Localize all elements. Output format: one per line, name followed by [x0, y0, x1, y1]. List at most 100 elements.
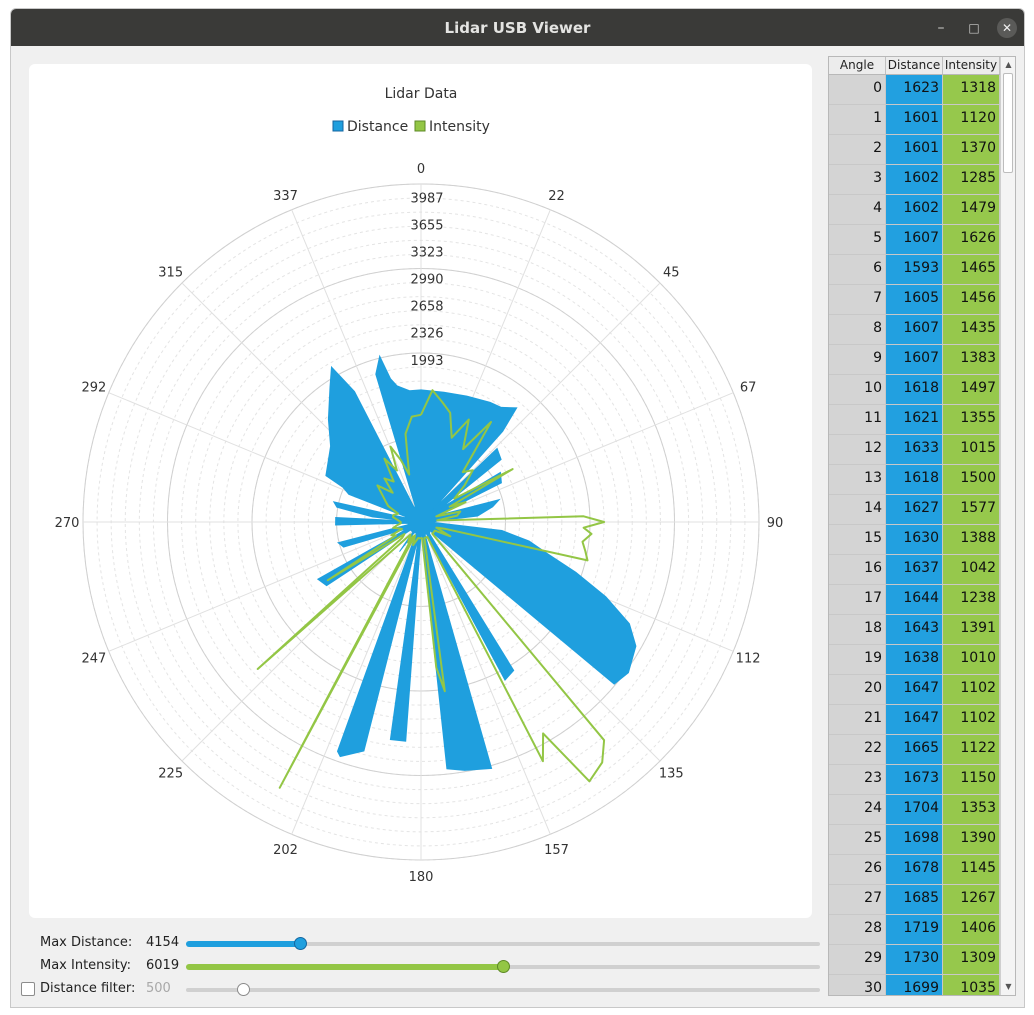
cell-distance[interactable]: 1673: [886, 765, 943, 795]
cell-distance[interactable]: 1638: [886, 645, 943, 675]
cell-intensity[interactable]: 1435: [943, 315, 1000, 345]
cell-distance[interactable]: 1607: [886, 225, 943, 255]
table-row[interactable]: 29 1730 1309: [829, 945, 1000, 975]
table-row[interactable]: 11 1621 1355: [829, 405, 1000, 435]
cell-angle[interactable]: 13: [829, 465, 886, 495]
cell-distance[interactable]: 1685: [886, 885, 943, 915]
cell-angle[interactable]: 27: [829, 885, 886, 915]
cell-intensity[interactable]: 1388: [943, 525, 1000, 555]
table-row[interactable]: 6 1593 1465: [829, 255, 1000, 285]
cell-angle[interactable]: 0: [829, 75, 886, 105]
cell-intensity[interactable]: 1145: [943, 855, 1000, 885]
max-distance-slider[interactable]: [186, 942, 820, 946]
cell-distance[interactable]: 1644: [886, 585, 943, 615]
cell-angle[interactable]: 15: [829, 525, 886, 555]
table-row[interactable]: 3 1602 1285: [829, 165, 1000, 195]
table-row[interactable]: 7 1605 1456: [829, 285, 1000, 315]
cell-distance[interactable]: 1618: [886, 375, 943, 405]
cell-intensity[interactable]: 1500: [943, 465, 1000, 495]
scroll-up-icon[interactable]: ▲: [1005, 60, 1012, 69]
table-row[interactable]: 15 1630 1388: [829, 525, 1000, 555]
maximize-button[interactable]: □: [961, 9, 987, 46]
cell-intensity[interactable]: 1267: [943, 885, 1000, 915]
cell-angle[interactable]: 21: [829, 705, 886, 735]
cell-angle[interactable]: 16: [829, 555, 886, 585]
table-row[interactable]: 16 1637 1042: [829, 555, 1000, 585]
cell-intensity[interactable]: 1383: [943, 345, 1000, 375]
cell-angle[interactable]: 3: [829, 165, 886, 195]
cell-distance[interactable]: 1665: [886, 735, 943, 765]
cell-angle[interactable]: 9: [829, 345, 886, 375]
cell-angle[interactable]: 18: [829, 615, 886, 645]
cell-intensity[interactable]: 1010: [943, 645, 1000, 675]
cell-distance[interactable]: 1730: [886, 945, 943, 975]
cell-intensity[interactable]: 1391: [943, 615, 1000, 645]
distance-filter-slider-handle[interactable]: [237, 983, 251, 996]
table-row[interactable]: 5 1607 1626: [829, 225, 1000, 255]
table-row[interactable]: 26 1678 1145: [829, 855, 1000, 885]
cell-distance[interactable]: 1678: [886, 855, 943, 885]
cell-angle[interactable]: 11: [829, 405, 886, 435]
cell-distance[interactable]: 1621: [886, 405, 943, 435]
column-header-distance[interactable]: Distance: [886, 57, 943, 74]
cell-intensity[interactable]: 1626: [943, 225, 1000, 255]
cell-angle[interactable]: 10: [829, 375, 886, 405]
cell-intensity[interactable]: 1465: [943, 255, 1000, 285]
cell-distance[interactable]: 1627: [886, 495, 943, 525]
column-header-intensity[interactable]: Intensity: [943, 57, 1000, 74]
cell-distance[interactable]: 1607: [886, 345, 943, 375]
cell-intensity[interactable]: 1238: [943, 585, 1000, 615]
table-row[interactable]: 23 1673 1150: [829, 765, 1000, 795]
cell-angle[interactable]: 26: [829, 855, 886, 885]
table-row[interactable]: 28 1719 1406: [829, 915, 1000, 945]
cell-intensity[interactable]: 1479: [943, 195, 1000, 225]
cell-angle[interactable]: 1: [829, 105, 886, 135]
cell-distance[interactable]: 1605: [886, 285, 943, 315]
cell-intensity[interactable]: 1122: [943, 735, 1000, 765]
cell-intensity[interactable]: 1035: [943, 975, 1000, 995]
cell-angle[interactable]: 25: [829, 825, 886, 855]
cell-angle[interactable]: 5: [829, 225, 886, 255]
table-row[interactable]: 8 1607 1435: [829, 315, 1000, 345]
cell-distance[interactable]: 1698: [886, 825, 943, 855]
cell-angle[interactable]: 7: [829, 285, 886, 315]
cell-intensity[interactable]: 1102: [943, 705, 1000, 735]
table-scrollbar[interactable]: ▲ ▼: [1000, 57, 1015, 995]
cell-angle[interactable]: 6: [829, 255, 886, 285]
table-row[interactable]: 10 1618 1497: [829, 375, 1000, 405]
cell-distance[interactable]: 1647: [886, 675, 943, 705]
scroll-down-icon[interactable]: ▼: [1005, 982, 1012, 991]
table-row[interactable]: 0 1623 1318: [829, 75, 1000, 105]
cell-intensity[interactable]: 1285: [943, 165, 1000, 195]
table-row[interactable]: 9 1607 1383: [829, 345, 1000, 375]
cell-intensity[interactable]: 1577: [943, 495, 1000, 525]
cell-angle[interactable]: 4: [829, 195, 886, 225]
cell-intensity[interactable]: 1318: [943, 75, 1000, 105]
cell-angle[interactable]: 23: [829, 765, 886, 795]
cell-intensity[interactable]: 1406: [943, 915, 1000, 945]
cell-intensity[interactable]: 1150: [943, 765, 1000, 795]
table-row[interactable]: 20 1647 1102: [829, 675, 1000, 705]
cell-distance[interactable]: 1637: [886, 555, 943, 585]
distance-filter-checkbox[interactable]: [21, 982, 35, 996]
table-row[interactable]: 14 1627 1577: [829, 495, 1000, 525]
cell-intensity[interactable]: 1042: [943, 555, 1000, 585]
cell-angle[interactable]: 14: [829, 495, 886, 525]
cell-distance[interactable]: 1607: [886, 315, 943, 345]
cell-distance[interactable]: 1623: [886, 75, 943, 105]
close-button[interactable]: ✕: [994, 9, 1020, 46]
cell-intensity[interactable]: 1102: [943, 675, 1000, 705]
table-row[interactable]: 18 1643 1391: [829, 615, 1000, 645]
scrollbar-thumb[interactable]: [1003, 73, 1013, 173]
cell-distance[interactable]: 1618: [886, 465, 943, 495]
cell-distance[interactable]: 1643: [886, 615, 943, 645]
cell-intensity[interactable]: 1497: [943, 375, 1000, 405]
cell-angle[interactable]: 29: [829, 945, 886, 975]
cell-distance[interactable]: 1593: [886, 255, 943, 285]
cell-angle[interactable]: 8: [829, 315, 886, 345]
cell-angle[interactable]: 22: [829, 735, 886, 765]
cell-intensity[interactable]: 1015: [943, 435, 1000, 465]
cell-intensity[interactable]: 1456: [943, 285, 1000, 315]
cell-distance[interactable]: 1602: [886, 195, 943, 225]
max-intensity-slider-handle[interactable]: [497, 960, 510, 973]
